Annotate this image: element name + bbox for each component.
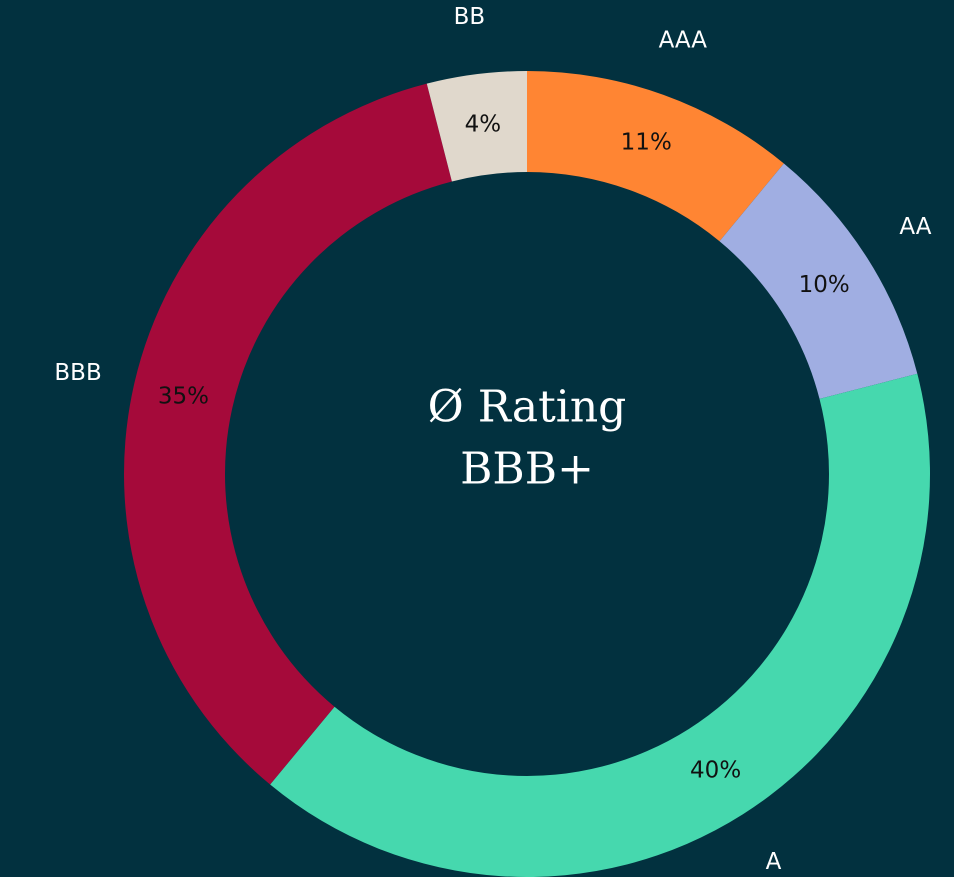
- center-title: Ø Rating: [428, 382, 627, 433]
- donut-segment: [719, 163, 918, 399]
- category-label: AA: [899, 214, 931, 240]
- donut-segment: [426, 71, 527, 182]
- value-label: 10%: [799, 272, 850, 298]
- donut-segment: [527, 71, 784, 242]
- donut-segment: [123, 83, 452, 785]
- category-label: BBB: [54, 360, 101, 386]
- value-label: 11%: [621, 129, 672, 155]
- value-label: 4%: [465, 111, 502, 137]
- center-value: BBB+: [460, 444, 594, 495]
- donut-segment: [270, 373, 930, 877]
- category-label: BB: [454, 4, 486, 30]
- category-label: A: [766, 849, 782, 875]
- category-label: AAA: [659, 28, 708, 54]
- value-label: 40%: [690, 758, 741, 784]
- value-label: 35%: [158, 384, 209, 410]
